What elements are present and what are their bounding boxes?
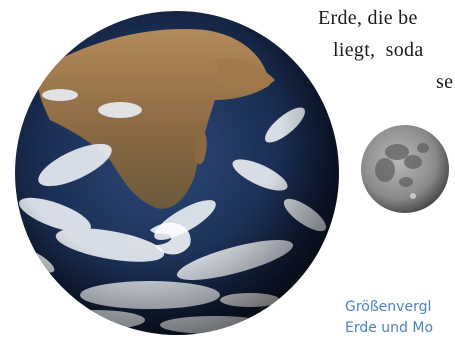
body-text-line-3: se: [436, 71, 454, 93]
moon-photo: [361, 125, 449, 213]
earth-image: [15, 11, 339, 335]
body-text-line-1: Erde, die be: [318, 7, 418, 29]
body-text-line-2: liegt, soda: [333, 39, 424, 61]
caption-line-2: Erde und Mo: [345, 320, 434, 336]
earth-photo: [15, 11, 339, 335]
caption-line-1: Größenvergl: [345, 299, 432, 315]
moon-image: [361, 124, 455, 214]
